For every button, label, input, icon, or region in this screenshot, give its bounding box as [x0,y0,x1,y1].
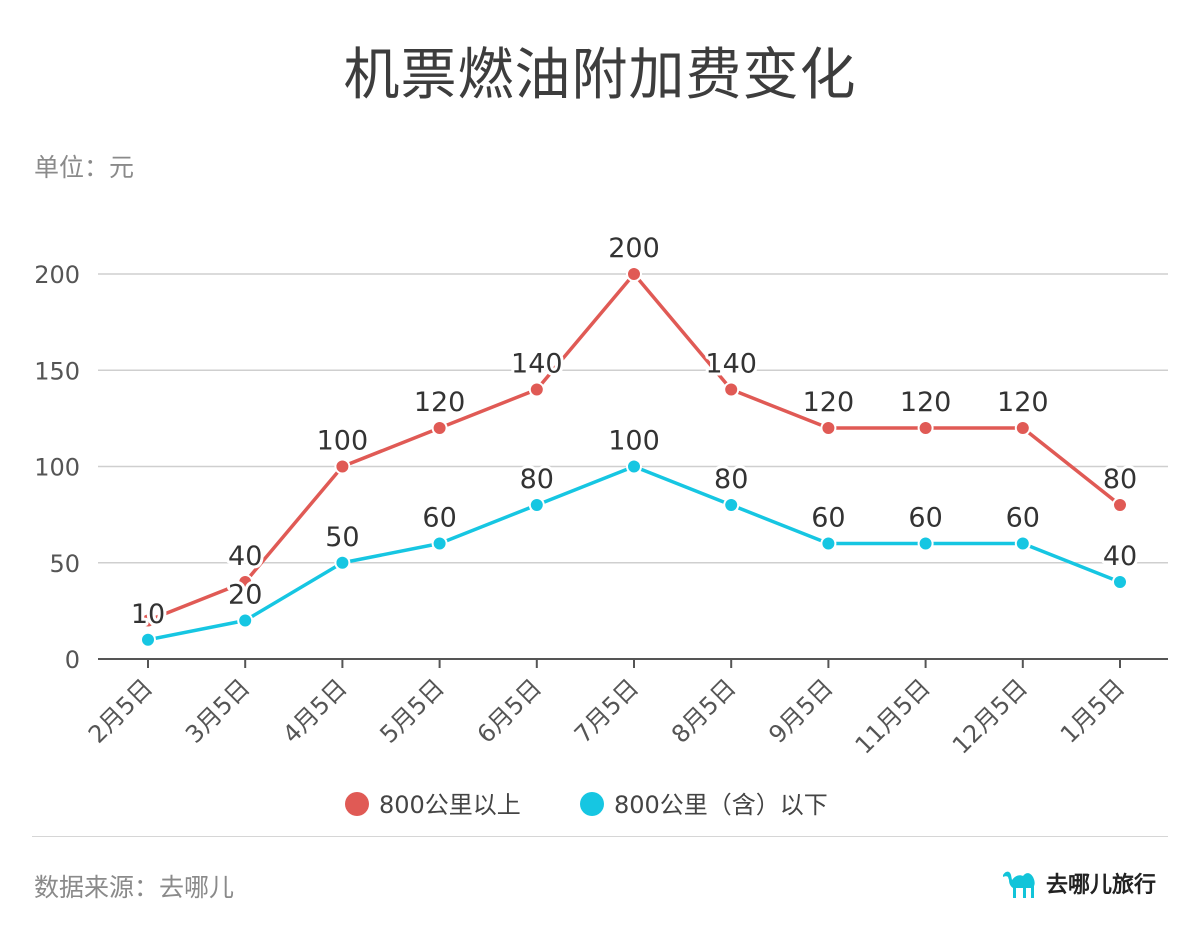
data-point [820,535,837,552]
y-tick-label: 0 [65,646,80,674]
legend-marker [345,792,369,816]
data-label: 60 [422,503,456,534]
x-tick-label: 11月5日 [850,673,936,759]
data-point [431,535,448,552]
data-point [1014,420,1031,436]
brand-logo: 去哪儿旅行 [1000,866,1156,900]
x-axis [98,658,1168,668]
data-point [334,458,351,475]
data-point [626,266,642,282]
data-label: 120 [803,387,855,418]
legend-marker [580,792,604,816]
data-label: 200 [608,233,660,264]
data-point [1014,535,1031,552]
data-point [334,554,351,571]
x-tick-label: 5月5日 [375,673,450,748]
data-labels: 40 100 120 140 200 140 120 120 120 80 10 20 50 60 80 10… [128,230,1140,633]
data-label: 20 [228,580,262,611]
data-label: 140 [705,349,757,380]
data-label: 60 [811,503,845,534]
data-label: 40 [1103,541,1137,572]
y-tick-label: 100 [34,454,80,482]
data-point [237,612,254,629]
data-point [820,420,837,436]
data-point [237,574,254,590]
x-tick-label: 8月5日 [666,673,741,748]
data-label: 140 [511,349,563,380]
data-label: 100 [317,426,369,457]
x-tick-label: 4月5日 [277,673,352,748]
camel-logo-icon [1002,871,1035,898]
brand-name: 去哪儿旅行 [1045,873,1156,898]
data-point [1112,574,1128,590]
x-tick-label: 6月5日 [472,673,547,748]
data-label: 40 [228,541,262,572]
series-line-1 [147,464,1121,642]
data-label: 80 [520,464,554,495]
data-label: 80 [1103,464,1137,495]
y-tick-label: 200 [34,261,80,289]
data-label: 60 [908,503,942,534]
data-point [431,420,448,436]
series-points [140,266,1128,648]
legend-label: 800公里（含）以下 [614,791,828,819]
x-tick-label: 2月5日 [83,673,158,748]
x-tick-label: 1月5日 [1055,673,1130,748]
data-point [723,381,740,398]
data-label: 120 [414,387,466,418]
data-point [140,631,156,648]
x-tick-label: 12月5日 [947,673,1033,759]
data-source: 数据来源：去哪儿 [34,873,235,902]
x-tick-label: 7月5日 [569,673,644,748]
data-point [917,535,934,552]
data-label: 120 [997,387,1049,418]
data-label: 120 [900,387,952,418]
y-tick-label: 50 [49,550,80,578]
data-point [626,458,642,475]
line-chart: 0 50 100 150 200 2月5日 3月5日 4月5日 5月5日 6月5日 7月5日 8月5… [34,230,1168,819]
data-point [528,497,545,513]
legend: 800公里以上 800公里（含）以下 [345,791,828,819]
data-label: 100 [608,426,660,457]
unit-label: 单位：元 [34,153,135,182]
data-label: 60 [1006,503,1040,534]
data-label: 10 [131,599,165,630]
legend-label: 800公里以上 [379,791,521,819]
x-tick-label: 9月5日 [763,673,838,748]
x-tick-label: 3月5日 [180,673,255,748]
data-label: 50 [325,522,359,553]
data-point [917,420,934,436]
footer-divider [32,836,1168,837]
y-tick-labels: 0 50 100 150 200 [34,261,80,674]
data-point [528,381,545,398]
data-point [723,497,740,513]
data-label: 80 [714,464,748,495]
chart-title: 机票燃油附加费变化 [343,43,857,108]
y-tick-label: 150 [34,357,80,385]
series-lines [147,272,1122,642]
x-tick-labels: 2月5日 3月5日 4月5日 5月5日 6月5日 7月5日 8月5日 9月5日 11月5日 12月… [83,673,1130,759]
data-point [140,612,156,629]
data-point [1112,497,1128,513]
